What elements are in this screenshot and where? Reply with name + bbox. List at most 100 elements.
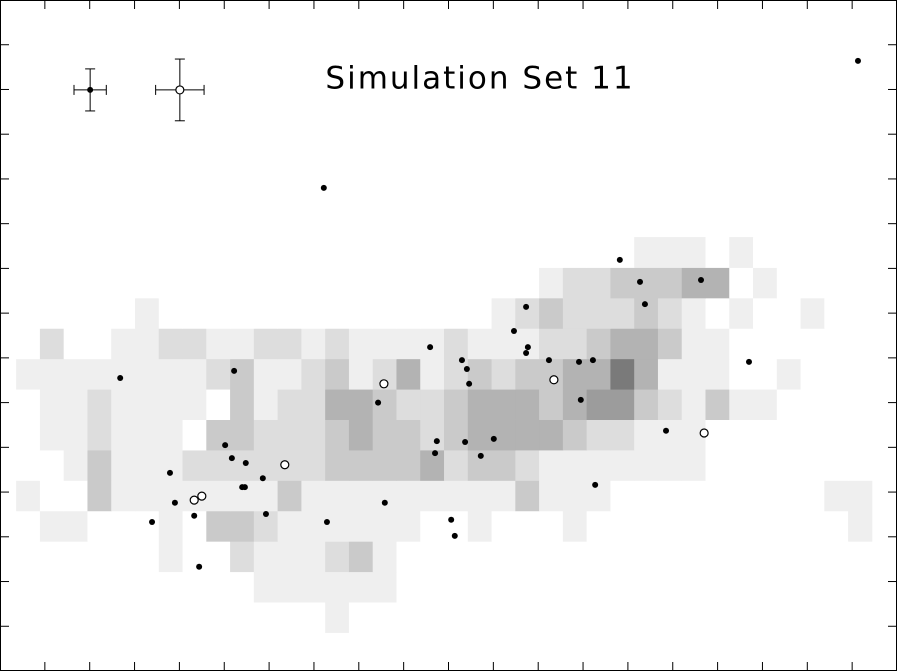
heatmap-cell: [63, 541, 88, 573]
point: [222, 442, 229, 449]
heatmap-cell: [824, 358, 849, 390]
heatmap-cell: [372, 267, 397, 299]
heatmap-cell: [63, 450, 88, 481]
heatmap-cell: [277, 358, 302, 390]
heatmap-cell: [158, 328, 183, 360]
heatmap-cell: [657, 450, 683, 481]
heatmap-cell: [848, 480, 873, 512]
heatmap-cell: [206, 480, 231, 512]
heatmap-cell: [705, 602, 730, 633]
heatmap-cell: [230, 237, 255, 268]
heatmap-cell: [753, 389, 778, 420]
heatmap-cell: [776, 602, 801, 633]
heatmap-cell: [539, 450, 564, 481]
heatmap-cell: [681, 541, 706, 573]
heatmap-cell: [372, 571, 397, 603]
heatmap-cell: [182, 419, 207, 451]
heatmap-cell: [491, 297, 516, 329]
heatmap-cell: [562, 267, 588, 299]
heatmap-cell: [325, 237, 350, 268]
heatmap-cell: [325, 419, 350, 451]
heatmap-cell: [444, 541, 469, 573]
heatmap-cell: [444, 450, 469, 481]
heatmap-cell: [539, 297, 564, 329]
heatmap-cell: [634, 389, 659, 420]
heatmap-cell: [111, 541, 136, 573]
heatmap-cell: [301, 480, 326, 512]
heatmap-cell: [610, 419, 635, 451]
heatmap-cell: [63, 419, 88, 451]
heatmap-cell: [348, 419, 374, 451]
heatmap-cell: [681, 358, 706, 390]
heatmap-cell: [134, 297, 160, 329]
heatmap-cell: [396, 328, 421, 360]
heatmap-cell: [800, 358, 825, 390]
point: [320, 184, 327, 191]
heatmap-cell: [111, 602, 136, 633]
heatmap-cell: [586, 480, 611, 512]
heatmap-cell: [776, 450, 801, 481]
heatmap-cell: [39, 480, 65, 512]
heatmap-cell: [539, 419, 564, 451]
point: [592, 481, 599, 488]
heatmap-cell: [753, 541, 778, 573]
heatmap-cell: [253, 389, 279, 420]
heatmap-cell: [87, 602, 112, 633]
heatmap-cell: [111, 358, 136, 390]
heatmap-cell: [87, 358, 112, 390]
heatmap-cell: [301, 237, 326, 268]
heatmap-cell: [491, 480, 516, 512]
heatmap-cell: [277, 602, 302, 633]
heatmap-cell: [111, 480, 136, 512]
heatmap-cell: [348, 389, 374, 420]
heatmap-cell: [39, 510, 65, 542]
heatmap-cell: [111, 571, 136, 603]
heatmap-cell: [16, 237, 41, 268]
heatmap-cell: [776, 358, 801, 390]
heatmap-cell: [467, 571, 492, 603]
heatmap-cell: [467, 541, 492, 573]
heatmap-cell: [776, 328, 801, 360]
heatmap-cell: [491, 510, 516, 542]
heatmap-cell: [230, 267, 255, 299]
heatmap-cell: [800, 419, 825, 451]
heatmap-cell: [610, 571, 635, 603]
heatmap-cell: [348, 328, 374, 360]
heatmap-cell: [134, 602, 160, 633]
heatmap: [16, 237, 873, 633]
heatmap-cell: [16, 389, 41, 420]
heatmap-cell: [634, 450, 659, 481]
heatmap-cell: [87, 450, 112, 481]
heatmap-cell: [539, 358, 564, 390]
heatmap-cell: [39, 602, 65, 633]
heatmap-cell: [776, 267, 801, 299]
heatmap-cell: [610, 510, 635, 542]
point: [637, 278, 644, 285]
point: [427, 344, 434, 351]
heatmap-cell: [824, 480, 849, 512]
heatmap-cell: [515, 480, 540, 512]
heatmap-cell: [705, 389, 730, 420]
heatmap-cell: [729, 267, 754, 299]
heatmap-cell: [444, 297, 469, 329]
heatmap-cell: [705, 267, 730, 299]
heatmap-cell: [396, 267, 421, 299]
point: [166, 469, 173, 476]
point: [451, 532, 458, 539]
heatmap-cell: [776, 541, 801, 573]
heatmap-cell: [39, 267, 65, 299]
heatmap-cell: [800, 450, 825, 481]
heatmap-cell: [444, 358, 469, 390]
heatmap-cell: [158, 571, 183, 603]
heatmap-cell: [491, 358, 516, 390]
heatmap-cell: [539, 480, 564, 512]
heatmap-cell: [586, 602, 611, 633]
heatmap-cell: [776, 419, 801, 451]
heatmap-cell: [111, 237, 136, 268]
point: [149, 519, 156, 526]
point: [191, 512, 198, 519]
heatmap-cell: [134, 541, 160, 573]
heatmap-cell: [39, 450, 65, 481]
